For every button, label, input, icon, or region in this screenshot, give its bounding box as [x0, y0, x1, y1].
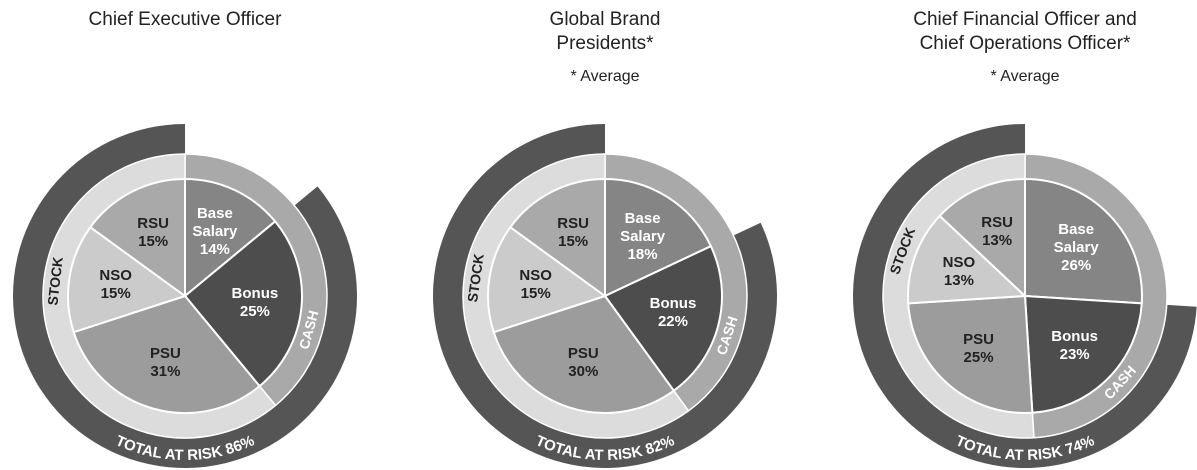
- slice-name: Bonus: [1051, 327, 1098, 345]
- slice-name: Bonus: [649, 295, 697, 313]
- slice-label: Bonus 22%: [638, 295, 708, 331]
- slice-name: Base Salary: [192, 205, 238, 241]
- slice-name: PSU: [149, 345, 181, 363]
- slice-value: 15%: [558, 233, 589, 251]
- pie-slice: [508, 177, 606, 298]
- pie-slice: [938, 177, 1026, 299]
- pie-slice: [487, 225, 608, 334]
- chart-subtitle: * Average: [570, 68, 640, 85]
- slice-value: 22%: [657, 313, 688, 331]
- slice-name: PSU: [567, 344, 599, 362]
- slice-label: RSU 15%: [118, 215, 188, 251]
- slice-name: RSU: [557, 215, 589, 233]
- slice-value: 15%: [138, 233, 169, 251]
- chart-subtitle: * Average: [990, 68, 1060, 85]
- pie-slice: [67, 225, 188, 334]
- slice-value: 18%: [627, 245, 658, 263]
- slice-name: Bonus: [231, 284, 279, 302]
- slice-value: 14%: [199, 241, 230, 259]
- chart-title: Chief Financial Officer and Chief Operat…: [913, 9, 1137, 54]
- slice-label: NSO 13%: [924, 254, 994, 290]
- slice-label: Bonus 25%: [220, 285, 290, 321]
- pie-slice: [492, 294, 676, 414]
- pie-slice: [604, 177, 713, 298]
- slice-value: 25%: [239, 302, 270, 320]
- slice-name: Base Salary: [1053, 220, 1099, 256]
- slice-value: 15%: [100, 285, 131, 303]
- slice-name: RSU: [137, 215, 169, 233]
- slice-name: NSO: [99, 267, 132, 285]
- pie-slice: [72, 294, 261, 414]
- pie-slice: [183, 220, 303, 388]
- slice-name: NSO: [942, 254, 976, 272]
- chart-title: Global Brand Presidents*: [549, 9, 661, 54]
- slice-label: NSO 15%: [501, 267, 571, 303]
- slice-value: 30%: [568, 362, 599, 380]
- pie-slice: [1023, 294, 1143, 414]
- slice-label: Base Salary 14%: [180, 205, 250, 259]
- slice-label: PSU 25%: [944, 331, 1014, 367]
- slice-value: 31%: [150, 363, 181, 381]
- group-label: STOCK: [464, 253, 487, 303]
- slice-value: 13%: [982, 231, 1013, 249]
- slice-label: RSU 13%: [962, 214, 1032, 250]
- slice-label: PSU 30%: [548, 345, 618, 381]
- pie-slice: [184, 177, 277, 299]
- slice-value: 23%: [1059, 345, 1090, 363]
- slice-label: PSU 31%: [130, 345, 200, 381]
- slice-value: 13%: [943, 272, 974, 290]
- pie-slice: [907, 294, 1034, 414]
- slice-label: RSU 15%: [538, 215, 608, 251]
- slice-name: NSO: [519, 267, 552, 285]
- pie-slice: [603, 244, 723, 393]
- slice-label: NSO 15%: [81, 267, 151, 303]
- pie-slice: [88, 177, 186, 298]
- slice-label: Base Salary 26%: [1041, 221, 1111, 275]
- slice-name: PSU: [963, 330, 994, 348]
- slice-name: RSU: [981, 213, 1013, 231]
- group-label: STOCK: [44, 256, 65, 306]
- slice-value: 15%: [520, 285, 551, 303]
- slice-name: Base Salary: [620, 209, 666, 245]
- slice-value: 25%: [963, 348, 994, 366]
- pie-slice: [1024, 177, 1143, 305]
- slice-label: Base Salary 18%: [608, 210, 678, 264]
- chart-title: Chief Executive Officer: [88, 9, 282, 30]
- slice-value: 26%: [1061, 256, 1092, 274]
- slice-label: Bonus 23%: [1040, 328, 1110, 364]
- pie-slice: [907, 214, 1028, 305]
